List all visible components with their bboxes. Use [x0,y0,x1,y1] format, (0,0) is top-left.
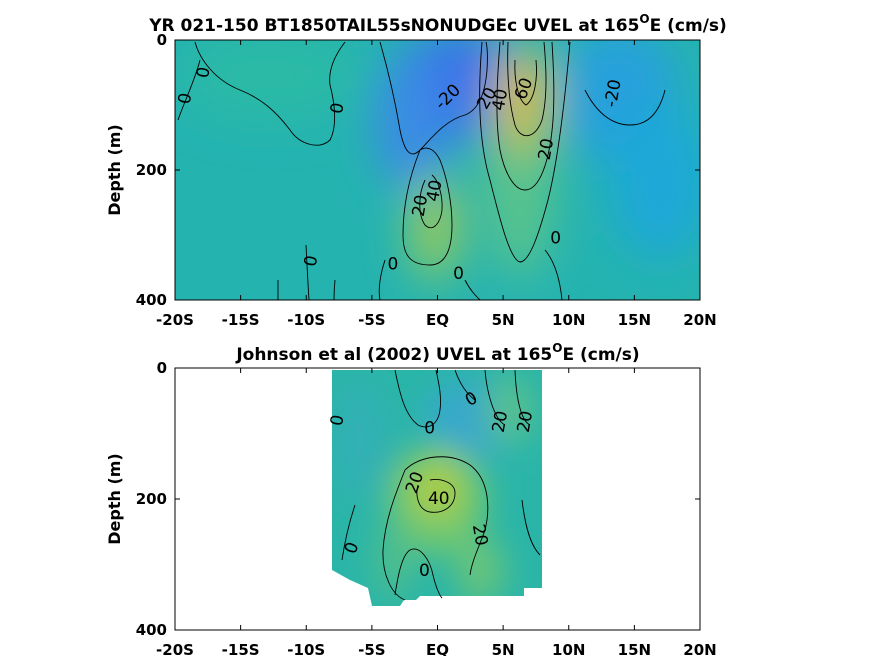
x-tick-label: -15S [222,641,260,656]
x-tick-label: -10S [287,311,325,329]
x-tick-label: 10N [552,641,585,656]
x-tick-label: -20S [156,311,194,329]
x-tick-label: EQ [426,311,449,329]
contour-label: 40 [423,178,446,203]
panel2-title: Johnson et al (2002) UVEL at 165OE (cm/s… [235,341,639,365]
y-tick-label: 200 [136,161,167,179]
x-tick-label: -5S [358,641,385,656]
contour-label: 40 [428,489,450,509]
contour-label: 0 [453,264,464,284]
y-tick-label: 0 [157,31,167,49]
x-tick-label: -20S [156,641,194,656]
x-tick-label: -5S [358,311,385,329]
observed-uvel-panel: Johnson et al (2002) UVEL at 165OE (cm/s… [105,341,717,656]
x-tick-label: 15N [618,311,651,329]
contour-label: 0 [193,65,215,79]
model-uvel-panel: YR 021-150 BT1850TAIL55sNONUDGEc UVEL at… [105,12,727,329]
x-tick-label: 5N [492,311,515,329]
x-tick-label: 20N [683,641,716,656]
y-tick-label: 200 [136,490,167,508]
contour-label: 0 [419,561,430,581]
x-tick-label: 5N [492,641,515,656]
contour-label: 0 [327,413,349,427]
panel1-y-axis-label: Depth (m) [105,124,124,216]
panel1-contours [177,41,666,301]
panel2-field [332,370,542,606]
contour-label: 40 [489,87,512,112]
panel1-title: YR 021-150 BT1850TAIL55sNONUDGEc UVEL at… [148,12,727,36]
x-tick-label: -10S [287,641,325,656]
contour-label: 0 [550,228,561,248]
contour-label: 0 [175,91,197,105]
x-tick-label: -15S [222,311,260,329]
contour-label: 20 [535,137,558,162]
panel2-contours [341,369,541,601]
contour-label: 0 [424,418,435,438]
x-tick-label: 15N [618,641,651,656]
contour-label: 0 [387,254,398,274]
contour-label: -20 [601,78,626,109]
y-tick-label: 400 [136,621,167,639]
contour-label: 20 [489,409,512,434]
y-tick-label: 400 [136,291,167,309]
contour-label: 0 [327,101,349,115]
x-tick-label: 10N [552,311,585,329]
contour-label: 20 [409,193,432,218]
panel2-y-axis-label: Depth (m) [105,453,124,545]
contour-label: 0 [301,254,323,268]
contour-label: 20 [468,523,491,548]
contour-label: 20 [514,409,537,434]
y-tick-label: 0 [157,359,167,377]
x-tick-label: EQ [426,641,449,656]
x-tick-label: 20N [683,311,716,329]
panel1-field [175,40,700,300]
